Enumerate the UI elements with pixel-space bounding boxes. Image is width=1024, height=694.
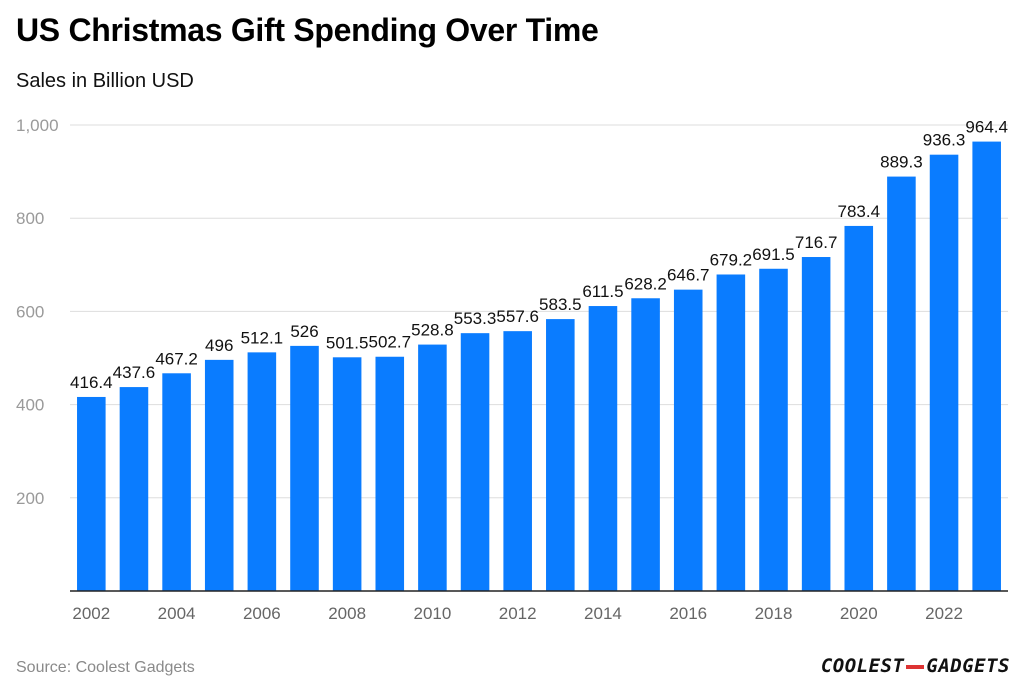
data-label: 583.5 bbox=[539, 295, 582, 314]
chart-subtitle: Sales in Billion USD bbox=[16, 70, 194, 92]
y-tick-label: 800 bbox=[16, 209, 44, 228]
bar bbox=[332, 357, 362, 591]
logo-dash bbox=[906, 664, 925, 669]
bar bbox=[759, 268, 788, 591]
data-label: 467.2 bbox=[155, 349, 198, 368]
bar bbox=[972, 141, 1001, 591]
y-axis-ticks: 200 400 600 800 1,000 bbox=[16, 116, 59, 508]
data-label: 628.2 bbox=[624, 274, 667, 293]
data-label: 936.3 bbox=[923, 131, 966, 150]
x-tick-label: 2006 bbox=[243, 604, 281, 623]
bars bbox=[77, 141, 1001, 592]
data-label: 553.3 bbox=[454, 309, 497, 328]
y-tick-label: 600 bbox=[16, 302, 44, 321]
bar bbox=[801, 257, 831, 591]
bar bbox=[588, 306, 618, 591]
bar bbox=[204, 359, 234, 591]
bar bbox=[290, 345, 319, 591]
data-label: 783.4 bbox=[837, 202, 880, 221]
data-label: 528.8 bbox=[411, 321, 454, 340]
data-label: 502.7 bbox=[368, 333, 411, 352]
y-tick-label: 400 bbox=[16, 396, 44, 415]
bar bbox=[247, 352, 277, 591]
x-tick-label: 2002 bbox=[72, 604, 110, 623]
x-tick-label: 2014 bbox=[584, 604, 622, 623]
data-label: 416.4 bbox=[70, 373, 113, 392]
x-axis-ticks: 2002 2004 2006 2008 2010 2012 2014 2016 2018 2020… bbox=[72, 604, 963, 623]
bar bbox=[716, 274, 746, 591]
logo-text-right: GADGETS bbox=[926, 655, 1010, 677]
source-note: Source: Coolest Gadgets bbox=[16, 659, 195, 676]
bar bbox=[631, 298, 660, 591]
x-tick-label: 2020 bbox=[840, 604, 878, 623]
bar bbox=[887, 176, 916, 592]
bar bbox=[119, 387, 149, 591]
bar bbox=[673, 289, 703, 591]
data-label: 501.5 bbox=[326, 333, 369, 352]
data-label: 557.6 bbox=[496, 307, 539, 326]
bar bbox=[460, 333, 490, 591]
bar bbox=[844, 225, 874, 591]
x-tick-label: 2008 bbox=[328, 604, 366, 623]
data-label: 646.7 bbox=[667, 266, 710, 285]
data-label: 496 bbox=[205, 336, 233, 355]
data-label: 611.5 bbox=[582, 282, 623, 301]
chart-title: US Christmas Gift Spending Over Time bbox=[16, 12, 599, 48]
bar bbox=[929, 154, 959, 591]
data-label: 437.6 bbox=[113, 363, 156, 382]
bar bbox=[503, 331, 532, 591]
y-tick-label: 200 bbox=[16, 489, 44, 508]
brand-logo: COOLEST GADGETS bbox=[821, 655, 1010, 677]
x-tick-label: 2016 bbox=[669, 604, 707, 623]
bar bbox=[418, 344, 447, 591]
y-tick-label: 1,000 bbox=[16, 116, 59, 135]
bar bbox=[77, 396, 106, 591]
data-label: 716.7 bbox=[795, 233, 838, 252]
data-label: 679.2 bbox=[710, 250, 753, 269]
data-label: 889.3 bbox=[880, 153, 923, 172]
x-tick-label: 2018 bbox=[755, 604, 793, 623]
x-tick-label: 2010 bbox=[413, 604, 451, 623]
logo-text-left: COOLEST bbox=[820, 655, 905, 677]
x-tick-label: 2022 bbox=[925, 604, 963, 623]
bar bbox=[375, 356, 405, 591]
bar bbox=[162, 373, 191, 591]
data-label: 526 bbox=[290, 322, 318, 341]
data-label: 691.5 bbox=[752, 245, 795, 264]
x-tick-label: 2012 bbox=[499, 604, 537, 623]
x-tick-label: 2004 bbox=[158, 604, 196, 623]
data-label: 964.4 bbox=[965, 118, 1008, 137]
data-label: 512.1 bbox=[241, 328, 284, 347]
bar bbox=[546, 319, 575, 591]
